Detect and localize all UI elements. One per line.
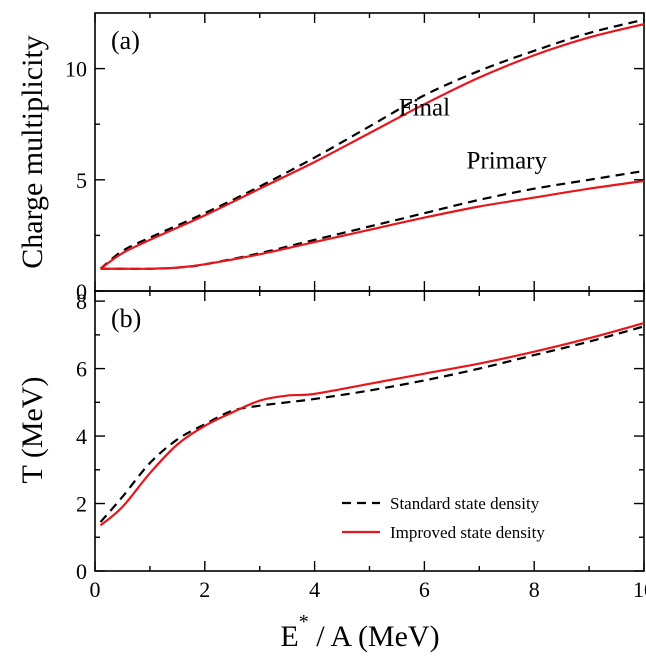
x-tick-label-3: 6 [419, 577, 430, 602]
legend: Standard state density Improved state de… [342, 494, 545, 542]
panel-a-series-final-standard-line [99, 18, 645, 270]
panel-b-y-tick-label-3: 6 [76, 357, 87, 382]
panel-a-label: (a) [111, 26, 140, 55]
annotation-primary: Primary [466, 148, 547, 175]
panel-a-y-tick-label-0: 0 [76, 279, 87, 304]
panel-b-series-standard-line [99, 325, 645, 523]
x-tick-label-5: 10 [633, 577, 646, 602]
panel-a-series-primary-standard-line [100, 169, 645, 270]
panel-b-y-tick-label-0: 0 [76, 559, 87, 584]
panel-b-series [99, 321, 645, 527]
panel-a-ticks: 0 5 10 [65, 13, 645, 304]
panel-b: 0 2 4 6 8 10 0 2 4 6 8 (b) T (MeV) E* / A (MeV) St… [16, 289, 646, 653]
panel-a-series [99, 18, 645, 270]
panel-a-y-tick-label-1: 5 [76, 168, 87, 193]
x-axis-label: E* / A (MeV) [280, 611, 439, 653]
x-tick-label-0: 0 [90, 577, 101, 602]
panel-a-frame [94, 12, 645, 292]
legend-label-standard: Standard state density [390, 494, 540, 513]
panel-a-y-tick-label-2: 10 [65, 57, 87, 82]
panel-b-y-tick-label-1: 2 [76, 492, 87, 517]
x-axis-label-main: E [280, 620, 298, 653]
y-axis-label-b: T (MeV) [16, 377, 49, 484]
annotation-final: Final [399, 94, 450, 121]
panel-a-series-final-improved-line [99, 23, 645, 270]
x-axis-label-rest: / A (MeV) [309, 620, 440, 653]
x-tick-label-4: 8 [529, 577, 540, 602]
panel-b-ticks: 0 2 4 6 8 10 0 2 4 6 8 [76, 289, 646, 602]
x-tick-label-1: 2 [199, 577, 210, 602]
panel-b-label: (b) [111, 304, 141, 333]
legend-label-improved: Improved state density [390, 523, 545, 542]
x-axis-label-sup: * [299, 611, 309, 633]
panel-b-frame [94, 290, 645, 572]
panel-b-series-improved-line [99, 321, 645, 527]
y-axis-label-a: Charge multiplicity [16, 35, 49, 269]
panel-a: 0 5 10 (a) Final Primary Charge multiplici… [16, 12, 645, 304]
panel-b-y-tick-label-4: 8 [76, 289, 87, 314]
panel-a-series-primary-improved-line [100, 179, 645, 270]
x-tick-label-2: 4 [309, 577, 320, 602]
panel-b-y-tick-label-2: 4 [76, 424, 87, 449]
